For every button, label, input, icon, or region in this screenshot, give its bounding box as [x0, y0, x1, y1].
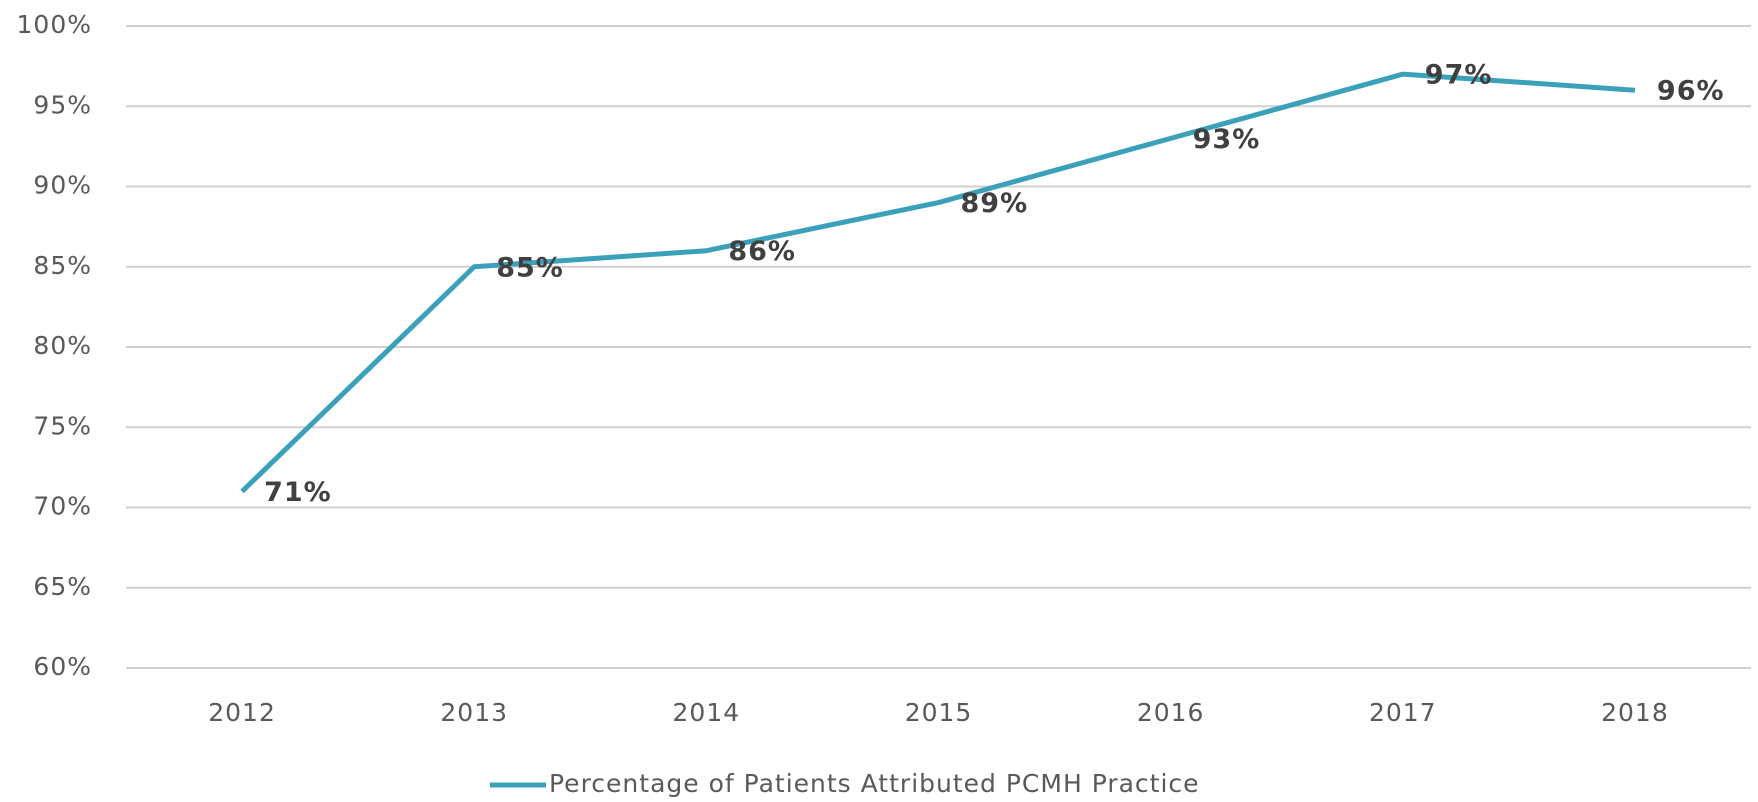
x-tick-label: 2015 [905, 698, 973, 727]
y-tick-label: 100% [17, 10, 92, 39]
data-label: 89% [961, 188, 1029, 219]
x-tick-label: 2017 [1369, 698, 1437, 727]
y-tick-label: 65% [33, 572, 92, 601]
x-tick-label: 2013 [440, 698, 508, 727]
y-tick-label: 85% [33, 251, 92, 280]
y-tick-label: 80% [33, 331, 92, 360]
x-tick-label: 2014 [673, 698, 741, 727]
y-tick-label: 95% [33, 90, 92, 119]
y-tick-label: 90% [33, 171, 92, 200]
data-label: 96% [1657, 76, 1725, 107]
data-label: 97% [1425, 60, 1493, 91]
data-label: 86% [728, 236, 796, 267]
y-tick-label: 60% [33, 652, 92, 681]
y-tick-label: 75% [33, 411, 92, 440]
x-tick-label: 2016 [1137, 698, 1205, 727]
data-label: 71% [264, 477, 332, 508]
x-tick-label: 2012 [208, 698, 276, 727]
data-line [240, 71, 1636, 494]
data-label: 93% [1193, 124, 1261, 155]
x-tick-label: 2018 [1601, 698, 1669, 727]
legend-label: Percentage of Patients Attributed PCMH P… [549, 769, 1200, 798]
data-label: 85% [496, 252, 564, 283]
y-tick-label: 70% [33, 492, 92, 521]
